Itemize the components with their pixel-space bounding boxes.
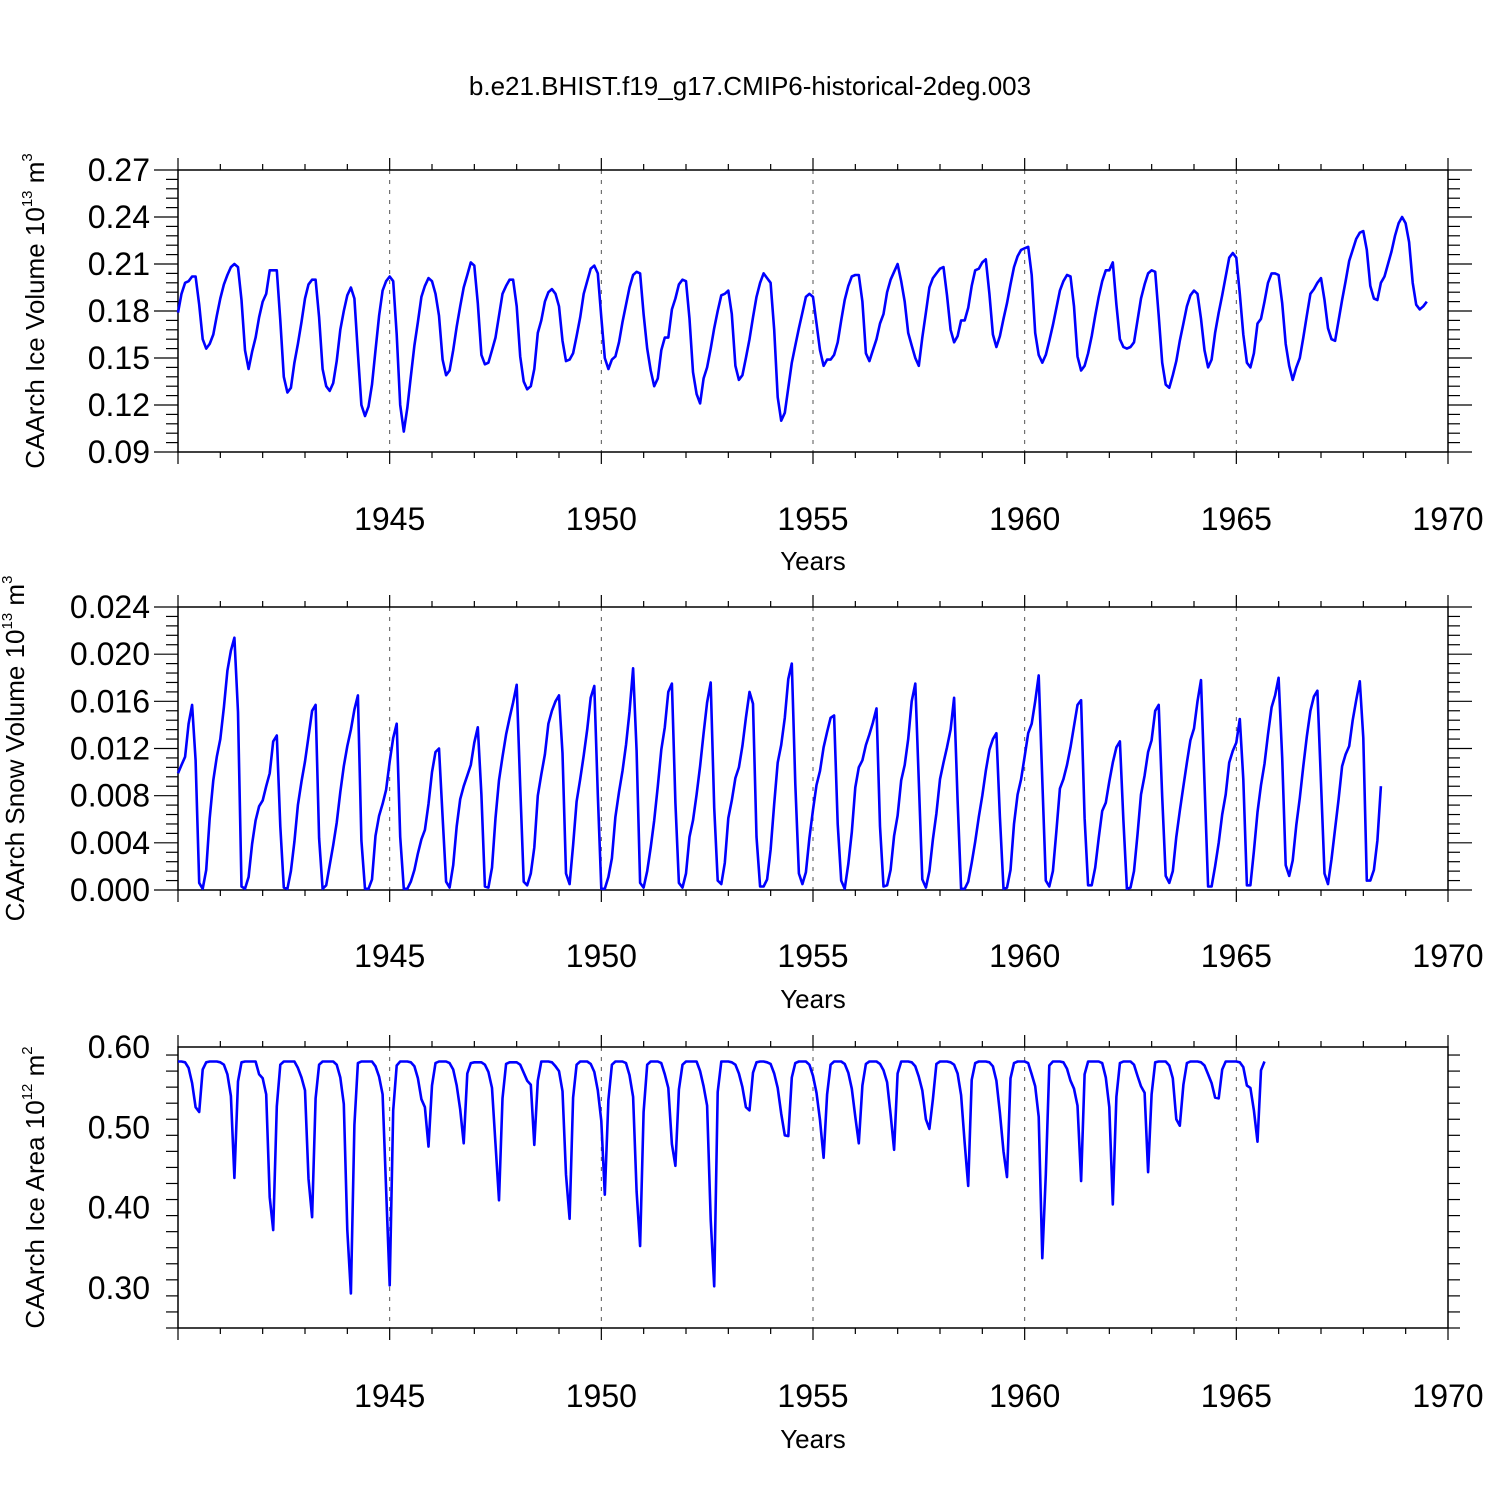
x-tick-label: 1970 [1412,1378,1483,1414]
plot-frame [177,606,1449,891]
y-tick-label: 0.60 [88,1029,150,1065]
x-tick-label: 1950 [566,938,637,974]
y-axis-label-exponent: 12 [19,1084,36,1101]
y-tick-label: 0.40 [88,1190,150,1226]
y-tick-label: 0.000 [70,872,150,908]
series-line [176,636,1383,891]
y-axis-label-unit-exponent: 3 [19,153,36,161]
x-tick-label: 1955 [777,501,848,537]
y-axis-label-unit: m [20,162,50,191]
y-tick-label: 0.15 [88,340,150,376]
plot-frame [177,1046,1449,1329]
figure-title: b.e21.BHIST.f19_g17.CMIP6-historical-2de… [469,71,1031,101]
y-axis-label-unit: m [0,584,30,613]
x-tick-label: 1970 [1412,501,1483,537]
y-tick-label: 0.30 [88,1270,150,1306]
y-tick-label: 0.27 [88,152,150,188]
x-tick-label: 1970 [1412,938,1483,974]
y-axis-label: CAArch Ice Volume 1013 m3 [19,153,50,469]
y-axis-label-main: CAArch Ice Volume 10 [20,207,50,469]
y-axis-label-unit-exponent: 2 [19,1046,36,1054]
y-tick-label: 0.012 [70,731,150,767]
x-axis-label: Years [780,1424,846,1454]
y-tick-label: 0.09 [88,434,150,470]
x-tick-label: 1965 [1201,501,1272,537]
y-axis-label-exponent: 13 [0,613,16,630]
y-axis-label: CAArch Ice Area 1012 m2 [19,1046,50,1328]
x-tick-label: 1945 [354,501,425,537]
y-tick-label: 0.016 [70,683,150,719]
x-tick-label: 1960 [989,938,1060,974]
y-tick-label: 0.18 [88,293,150,329]
y-tick-label: 0.24 [88,199,150,235]
y-tick-label: 0.020 [70,636,150,672]
y-tick-label: 0.008 [70,778,150,814]
y-axis-label: CAArch Snow Volume 1013 m3 [0,576,30,922]
x-tick-label: 1955 [777,1378,848,1414]
x-tick-label: 1945 [354,1378,425,1414]
panel-snow-volume: 0.000 0.004 0.008 0.012 0.016 0.020 0.024 1945 1… [0,576,1484,1014]
y-tick-label: 0.50 [88,1109,150,1145]
y-axis-label-exponent: 13 [19,190,36,207]
panel-ice-volume: 0.09 0.12 0.15 0.18 0.21 0.24 0.27 1945 1950 1955… [19,152,1484,576]
x-axis-label: Years [780,546,846,576]
x-tick-label: 1950 [566,1378,637,1414]
y-axis-label-main: CAArch Ice Area 10 [20,1100,50,1328]
x-tick-label: 1965 [1201,938,1272,974]
y-axis-label-main: CAArch Snow Volume 10 [0,629,30,921]
x-axis-label: Years [780,984,846,1014]
y-tick-label: 0.004 [70,825,150,861]
y-axis-label-unit: m [20,1055,50,1084]
y-axis-label-unit-exponent: 3 [0,576,16,584]
x-tick-label: 1960 [989,501,1060,537]
series-line [176,215,1428,433]
x-tick-label: 1950 [566,501,637,537]
panel-ice-area: 0.30 0.40 0.50 0.60 1945 1950 1955 1960 1965 1970… [19,1029,1484,1454]
x-tick-label: 1945 [354,938,425,974]
x-tick-label: 1960 [989,1378,1060,1414]
y-tick-label: 0.21 [88,246,150,282]
x-tick-label: 1955 [777,938,848,974]
y-tick-label: 0.12 [88,387,150,423]
y-tick-label: 0.024 [70,589,150,625]
x-tick-label: 1965 [1201,1378,1272,1414]
series-line [178,1060,1266,1295]
